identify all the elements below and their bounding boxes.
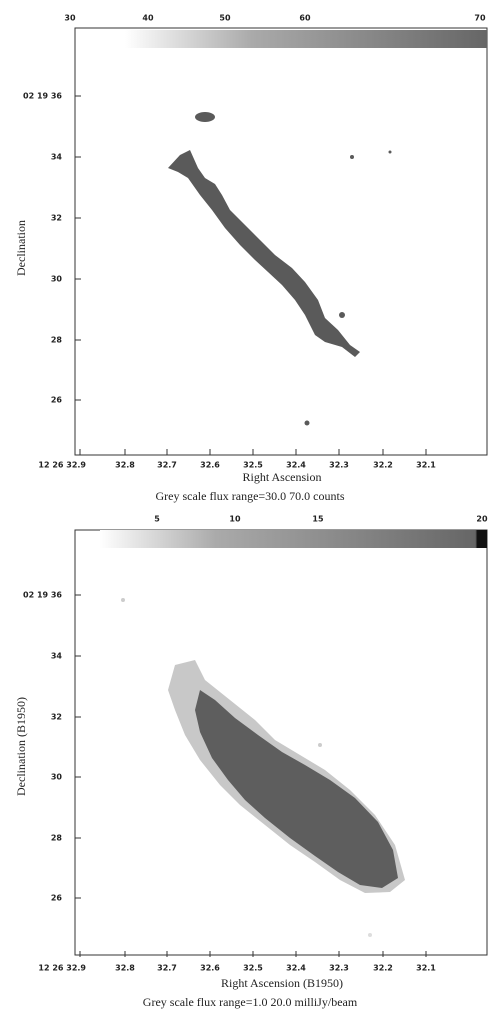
- colorbar-tick-label: 10: [229, 515, 241, 524]
- y-tick-label: 02 19 36: [23, 92, 62, 101]
- x-tick-label: 32.8: [115, 964, 135, 973]
- y-tick-label: 34: [51, 153, 63, 162]
- colorbar-tick-label: 30: [64, 14, 76, 23]
- x-tick-label: 32.6: [200, 461, 220, 470]
- x-tick-label: 32.6: [200, 964, 220, 973]
- y-tick-label: 26: [51, 396, 63, 405]
- x-tick-label: 32.3: [329, 461, 349, 470]
- y-tick-label: 28: [51, 336, 63, 345]
- x-tick-label: 32.2: [373, 461, 393, 470]
- x-tick-label: 32.7: [157, 964, 177, 973]
- y-tick-label: 34: [51, 652, 63, 661]
- colorbar-tick-label: 70: [474, 14, 486, 23]
- y-axis-title: Declination: [14, 220, 28, 276]
- y-tick-label: 32: [51, 713, 62, 722]
- x-axis-title: Right Ascension: [242, 470, 321, 484]
- y-tick-label: 30: [51, 773, 63, 782]
- emission: [168, 112, 392, 426]
- y-tick-label: 32: [51, 214, 62, 223]
- y-axis-title: Declination (B1950): [14, 697, 28, 796]
- x-tick-label: 32.4: [286, 964, 306, 973]
- y-tick-label: 02 19 36: [23, 591, 62, 600]
- x-tick-label: 32.7: [157, 461, 177, 470]
- x-axis-title: Right Ascension (B1950): [221, 976, 343, 990]
- y-tick-label: 26: [51, 894, 63, 903]
- y-tick-label: 30: [51, 275, 63, 284]
- x-tick-label: 12 26 32.9: [38, 964, 86, 973]
- x-tick-label: 32.1: [416, 964, 436, 973]
- x-tick-label: 32.2: [373, 964, 393, 973]
- caption: Grey scale flux range=30.0 70.0 counts: [155, 489, 344, 503]
- x-tick-label: 32.8: [115, 461, 135, 470]
- caption: Grey scale flux range=1.0 20.0 milliJy/b…: [143, 995, 358, 1009]
- colorbar-tick-label: 5: [154, 515, 160, 524]
- x-tick-label: 32.3: [329, 964, 349, 973]
- colorbar: [125, 30, 487, 48]
- y-tick-label: 28: [51, 834, 63, 843]
- colorbar-tick-label: 60: [299, 14, 311, 23]
- colorbar-tick-label: 15: [312, 515, 324, 524]
- frame: [74, 529, 488, 956]
- x-tick-label: 12 26 32.9: [38, 461, 86, 470]
- frame: [74, 27, 488, 456]
- x-tick-label: 32.5: [243, 964, 263, 973]
- x-tick-label: 32.5: [243, 461, 263, 470]
- colorbar-tick-label: 40: [142, 14, 154, 23]
- emission: [121, 598, 405, 937]
- colorbar-tick-label: 50: [219, 14, 231, 23]
- x-tick-label: 32.1: [416, 461, 436, 470]
- x-tick-label: 32.4: [286, 461, 306, 470]
- colorbar-tick-label: 20: [476, 515, 488, 524]
- colorbar: [100, 530, 487, 548]
